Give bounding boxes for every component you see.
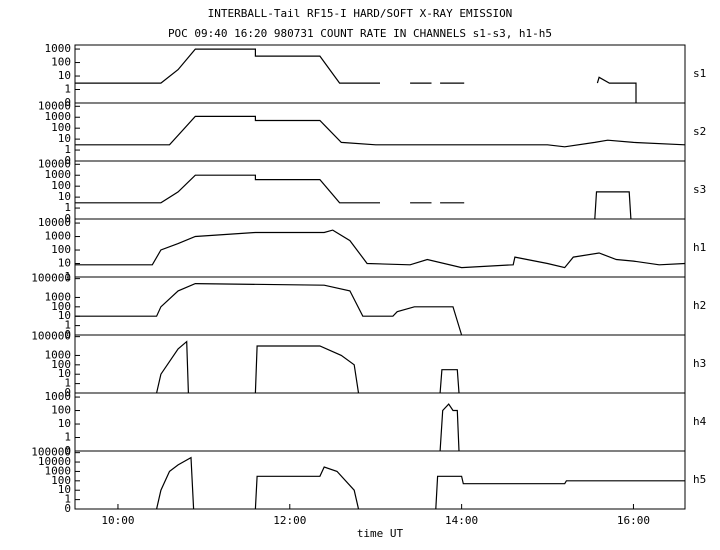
data-line bbox=[75, 174, 632, 220]
y-tick-label: 1 bbox=[64, 377, 71, 390]
y-tick-label: 1 bbox=[64, 431, 71, 444]
y-tick-label: 1000 bbox=[45, 230, 72, 243]
y-tick-label: 10 bbox=[58, 309, 71, 322]
data-line bbox=[439, 403, 460, 452]
y-tick-label: 100 bbox=[51, 121, 71, 134]
y-tick-label: 10000 bbox=[38, 455, 71, 468]
panel-label: s1 bbox=[693, 67, 706, 80]
y-tick-label: 10 bbox=[58, 132, 71, 145]
panel-label: h5 bbox=[693, 473, 706, 486]
y-tick-label: 100 bbox=[51, 56, 71, 69]
y-tick-label: 10 bbox=[58, 190, 71, 203]
panel-label: h2 bbox=[693, 299, 706, 312]
y-tick-label: 0 bbox=[64, 328, 71, 341]
panel-label: s3 bbox=[693, 183, 706, 196]
x-tick-label: 12:00 bbox=[273, 514, 306, 527]
panel-label: h4 bbox=[693, 415, 707, 428]
data-line bbox=[75, 282, 463, 336]
y-tick-label: 0 bbox=[64, 386, 71, 399]
data-line bbox=[75, 48, 637, 103]
panel-frame bbox=[74, 276, 686, 336]
y-tick-label: 1000 bbox=[45, 390, 72, 403]
y-tick-label: 1000 bbox=[45, 348, 72, 361]
y-tick-label: 1 bbox=[64, 319, 71, 332]
y-tick-label: 0 bbox=[64, 154, 71, 167]
y-tick-label: 1000 bbox=[45, 110, 72, 123]
y-tick-label: 0 bbox=[64, 444, 71, 457]
y-tick-label: 1 bbox=[64, 83, 71, 96]
data-line bbox=[156, 340, 460, 394]
y-tick-label: 100000 bbox=[31, 272, 71, 285]
x-tick-label: 14:00 bbox=[445, 514, 478, 527]
y-tick-label: 1 bbox=[64, 201, 71, 214]
panel-label: s2 bbox=[693, 125, 706, 138]
y-tick-label: 1 bbox=[64, 493, 71, 506]
y-tick-label: 100 bbox=[51, 358, 71, 371]
y-tick-label: 100 bbox=[51, 179, 71, 192]
panel-label: h3 bbox=[693, 357, 706, 370]
y-tick-label: 100000 bbox=[31, 330, 71, 343]
y-tick-label: 1000 bbox=[45, 168, 72, 181]
y-tick-label: 0 bbox=[64, 502, 71, 515]
data-line bbox=[156, 456, 685, 510]
panel-frame bbox=[74, 44, 686, 104]
y-tick-label: 100 bbox=[51, 404, 71, 417]
data-line bbox=[75, 115, 686, 148]
panel-frame bbox=[74, 450, 686, 510]
x-axis-label: time UT bbox=[357, 527, 404, 540]
y-tick-label: 10000 bbox=[38, 216, 71, 229]
panel-frame bbox=[74, 392, 686, 452]
y-tick-label: 100000 bbox=[31, 446, 71, 459]
panel-frame bbox=[74, 102, 686, 162]
y-tick-label: 100 bbox=[51, 243, 71, 256]
y-tick-label: 1 bbox=[64, 270, 71, 283]
y-tick-label: 1 bbox=[64, 143, 71, 156]
y-tick-label: 10 bbox=[58, 367, 71, 380]
y-tick-label: 10 bbox=[58, 69, 71, 82]
panel-frame bbox=[74, 334, 686, 394]
chart-subtitle: POC 09:40 16:20 980731 COUNT RATE IN CHA… bbox=[168, 27, 552, 40]
y-tick-label: 10000 bbox=[38, 157, 71, 170]
data-line bbox=[75, 229, 686, 269]
y-tick-label: 100 bbox=[51, 474, 71, 487]
y-tick-label: 1000 bbox=[45, 290, 72, 303]
y-tick-label: 10000 bbox=[38, 99, 71, 112]
panel-frame bbox=[74, 160, 686, 220]
chart-title: INTERBALL-Tail RF15-I HARD/SOFT X-RAY EM… bbox=[208, 7, 513, 20]
x-tick-label: 10:00 bbox=[101, 514, 134, 527]
x-tick-label: 16:00 bbox=[617, 514, 650, 527]
panel-label: h1 bbox=[693, 241, 706, 254]
y-tick-label: 1000 bbox=[45, 42, 72, 55]
y-tick-label: 10 bbox=[58, 417, 71, 430]
y-tick-label: 100 bbox=[51, 300, 71, 313]
y-tick-label: 0 bbox=[64, 212, 71, 225]
y-tick-label: 0 bbox=[64, 96, 71, 109]
y-tick-label: 10 bbox=[58, 257, 71, 270]
y-tick-label: 1000 bbox=[45, 464, 72, 477]
y-tick-label: 10 bbox=[58, 483, 71, 496]
